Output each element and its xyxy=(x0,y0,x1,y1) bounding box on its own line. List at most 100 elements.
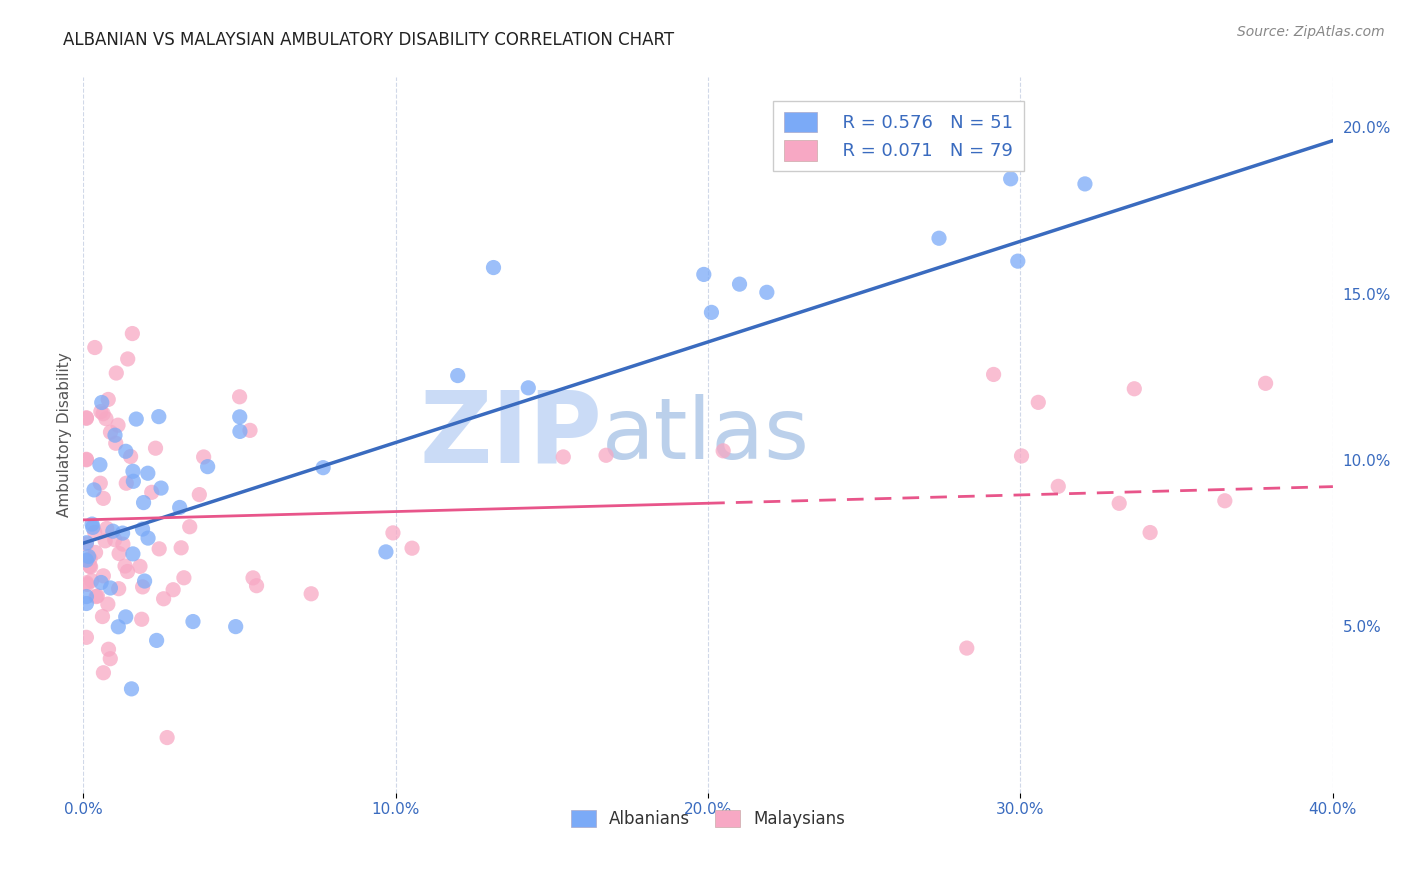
Point xyxy=(121,681,143,696)
Point xyxy=(170,541,193,555)
Point xyxy=(108,547,131,561)
Point xyxy=(79,560,101,574)
Point xyxy=(122,547,145,561)
Point xyxy=(75,410,97,425)
Point xyxy=(755,285,778,300)
Point xyxy=(100,581,122,595)
Point xyxy=(162,582,184,597)
Point xyxy=(1139,525,1161,540)
Point xyxy=(1000,171,1022,186)
Point xyxy=(928,231,950,245)
Point xyxy=(83,483,105,497)
Point xyxy=(193,450,215,464)
Y-axis label: Ambulatory Disability: Ambulatory Disability xyxy=(58,352,72,517)
Point xyxy=(84,590,107,604)
Point xyxy=(104,436,127,450)
Point xyxy=(131,612,153,626)
Point xyxy=(104,428,127,442)
Point xyxy=(117,565,139,579)
Point xyxy=(79,559,101,574)
Point xyxy=(148,541,170,556)
Point xyxy=(75,537,97,551)
Point xyxy=(83,341,105,355)
Point xyxy=(693,268,716,282)
Point xyxy=(97,597,120,611)
Point xyxy=(700,305,723,319)
Point xyxy=(79,551,101,566)
Point xyxy=(84,545,107,559)
Point xyxy=(94,411,117,425)
Point xyxy=(1123,382,1146,396)
Point xyxy=(114,610,136,624)
Point xyxy=(80,574,103,588)
Point xyxy=(1213,493,1236,508)
Point xyxy=(75,411,97,425)
Point xyxy=(242,571,264,585)
Point xyxy=(245,579,267,593)
Point xyxy=(107,620,129,634)
Point xyxy=(75,452,97,467)
Point xyxy=(1011,449,1033,463)
Point xyxy=(132,495,155,509)
Point xyxy=(104,533,127,547)
Point xyxy=(75,575,97,590)
Point xyxy=(125,412,148,426)
Point xyxy=(129,559,152,574)
Point xyxy=(91,609,114,624)
Point xyxy=(1007,254,1029,268)
Point xyxy=(447,368,470,383)
Point xyxy=(117,351,139,366)
Point xyxy=(173,571,195,585)
Point xyxy=(75,597,97,611)
Point xyxy=(197,459,219,474)
Point xyxy=(98,651,121,665)
Point xyxy=(101,524,124,538)
Point xyxy=(97,642,120,657)
Point xyxy=(90,575,112,590)
Point xyxy=(1108,496,1130,510)
Point xyxy=(122,464,145,478)
Point xyxy=(83,525,105,540)
Point xyxy=(82,520,104,534)
Point xyxy=(107,582,129,596)
Point xyxy=(120,450,142,464)
Point xyxy=(114,559,136,574)
Point xyxy=(90,395,112,409)
Point xyxy=(1047,479,1070,493)
Point xyxy=(595,448,617,462)
Point xyxy=(90,404,112,418)
Point xyxy=(145,441,167,455)
Point xyxy=(401,541,423,556)
Point xyxy=(136,467,159,481)
Point xyxy=(75,553,97,567)
Point xyxy=(75,535,97,549)
Point xyxy=(136,531,159,545)
Point xyxy=(956,641,979,656)
Point xyxy=(228,390,250,404)
Point xyxy=(148,409,170,424)
Text: ALBANIAN VS MALAYSIAN AMBULATORY DISABILITY CORRELATION CHART: ALBANIAN VS MALAYSIAN AMBULATORY DISABIL… xyxy=(63,31,675,49)
Point xyxy=(100,425,122,439)
Point xyxy=(122,475,145,489)
Point xyxy=(105,366,128,380)
Point xyxy=(89,458,111,472)
Point xyxy=(188,487,211,501)
Point xyxy=(225,619,247,633)
Point xyxy=(97,392,120,407)
Point xyxy=(169,500,191,515)
Point xyxy=(111,526,134,541)
Point xyxy=(114,444,136,458)
Point xyxy=(111,537,134,551)
Point xyxy=(152,591,174,606)
Point xyxy=(75,631,97,645)
Point xyxy=(517,381,540,395)
Point xyxy=(134,574,156,588)
Point xyxy=(553,450,575,464)
Point xyxy=(181,615,204,629)
Point xyxy=(1074,177,1097,191)
Point xyxy=(94,533,117,548)
Point xyxy=(76,577,98,591)
Point xyxy=(93,569,115,583)
Point xyxy=(312,460,335,475)
Point xyxy=(107,418,129,433)
